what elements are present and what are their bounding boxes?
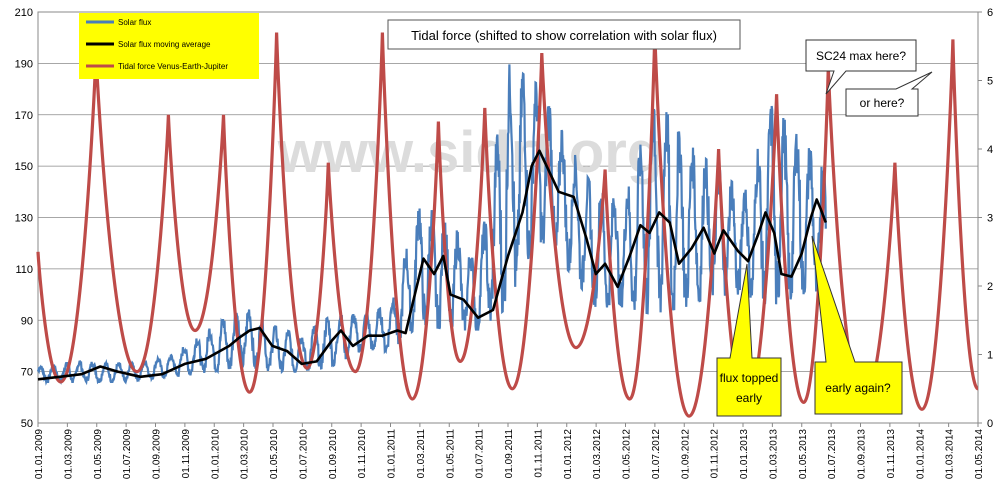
- callout-or-here-text: or here?: [860, 96, 905, 110]
- series-solar-flux: [36, 64, 827, 386]
- x-tick-label: 01.01.2014: [915, 429, 926, 479]
- x-tick-label: 01.07.2010: [298, 429, 309, 479]
- legend: Solar flux Solar flux moving average Tid…: [79, 13, 259, 79]
- y-right-tick-label: 5: [987, 76, 993, 88]
- legend-label-solar-flux: Solar flux: [118, 18, 151, 27]
- x-tick-label: 01.01.2012: [563, 429, 574, 479]
- x-tick-label: 01.05.2012: [622, 429, 633, 479]
- x-tick-label: 01.03.2009: [63, 429, 74, 479]
- series-tidal-force: [36, 32, 980, 418]
- series-moving-average: [37, 149, 828, 381]
- callout-early-again-text: early again?: [825, 381, 891, 395]
- legend-label-tidal-force: Tidal force Venus-Earth-Jupiter: [118, 62, 228, 71]
- x-tick-label: 01.07.2011: [475, 429, 486, 479]
- x-tick-label: 01.11.2010: [357, 429, 368, 479]
- x-tick-label: 01.05.2009: [93, 429, 104, 479]
- y-left-tick-label: 190: [15, 58, 33, 70]
- y-left-tick-label: 150: [15, 161, 33, 173]
- x-tick-label: 01.05.2010: [269, 429, 280, 479]
- x-tick-label: 01.11.2009: [181, 429, 192, 479]
- x-tick-label: 01.11.2012: [710, 429, 721, 479]
- x-tick-label: 01.03.2010: [240, 429, 251, 479]
- x-tick-label: 01.03.2013: [768, 429, 779, 479]
- x-tick-label: 01.09.2011: [504, 429, 515, 479]
- title-box: Tidal force (shifted to show correlation…: [387, 19, 741, 50]
- x-tick-label: 01.01.2009: [34, 429, 45, 479]
- y-right-tick-label: 3: [987, 213, 993, 225]
- x-tick-label: 01.05.2014: [974, 429, 985, 479]
- y-axis-left: 50 70 90 110 130 150 170 190 210: [15, 7, 33, 430]
- x-tick-label: 01.01.2010: [210, 429, 221, 479]
- series-layer: [36, 32, 980, 418]
- x-tick-label: 01.11.2013: [886, 429, 897, 479]
- x-axis: 01.01.2009 01.03.2009 01.05.2009 01.07.2009…: [34, 423, 985, 479]
- y-left-tick-label: 90: [21, 315, 33, 327]
- callout-early-again: early again?: [811, 235, 903, 415]
- x-tick-label: 01.05.2011: [445, 429, 456, 479]
- callout-flux-topped-line2: early: [736, 391, 762, 405]
- x-tick-label: 01.07.2012: [651, 429, 662, 479]
- x-tick-label: 01.11.2011: [533, 429, 544, 478]
- legend-box: [79, 13, 259, 79]
- y-left-tick-label: 70: [21, 367, 33, 379]
- y-left-tick-label: 170: [15, 110, 33, 122]
- y-right-tick-label: 4: [987, 144, 993, 156]
- callout-flux-topped: flux topped early: [716, 263, 782, 417]
- y-left-tick-label: 50: [21, 418, 33, 430]
- y-left-tick-label: 210: [15, 7, 33, 19]
- callout-sc24-max-text: SC24 max here?: [816, 49, 906, 63]
- x-tick-label: 01.09.2009: [152, 429, 163, 479]
- callout-or-here: or here?: [845, 71, 933, 117]
- x-tick-label: 01.03.2012: [592, 429, 603, 479]
- y-right-tick-label: 2: [987, 281, 993, 293]
- callout-flux-topped-line1: flux topped: [720, 371, 779, 385]
- chart-title: Tidal force (shifted to show correlation…: [411, 28, 717, 43]
- x-tick-label: 01.09.2013: [857, 429, 868, 479]
- y-left-tick-label: 110: [15, 264, 33, 276]
- x-tick-label: 01.03.2014: [945, 429, 956, 479]
- x-tick-label: 01.01.2013: [739, 429, 750, 479]
- y-right-tick-label: 0: [987, 418, 993, 430]
- callout-sc24-max: SC24 max here?: [805, 39, 917, 95]
- x-tick-label: 01.07.2009: [122, 429, 133, 479]
- x-tick-label: 01.05.2013: [798, 429, 809, 479]
- y-right-tick-label: 1: [987, 350, 993, 362]
- legend-label-moving-average: Solar flux moving average: [118, 40, 211, 49]
- y-right-tick-label: 6: [987, 7, 993, 19]
- watermark: www.sidrt.org: [277, 120, 663, 185]
- x-tick-label: 01.09.2012: [680, 429, 691, 479]
- x-tick-label: 01.07.2013: [827, 429, 838, 479]
- x-tick-label: 01.09.2010: [328, 429, 339, 479]
- x-tick-label: 01.01.2011: [387, 429, 398, 479]
- y-left-tick-label: 130: [15, 213, 33, 225]
- y-axis-right: 0 1 2 3 4 5 6: [978, 7, 993, 430]
- x-tick-label: 01.03.2011: [416, 429, 427, 479]
